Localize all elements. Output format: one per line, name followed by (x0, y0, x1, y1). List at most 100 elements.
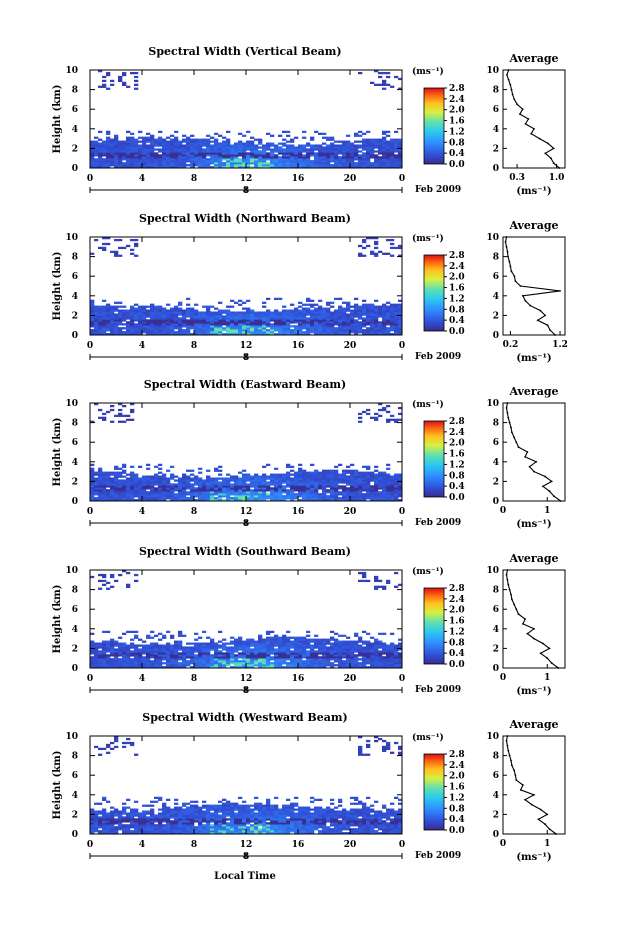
heatmap-cell (394, 644, 399, 647)
heatmap-cell (338, 319, 343, 322)
heatmap-cell (238, 158, 243, 161)
heatmap-cell (166, 303, 171, 306)
profile-frame (502, 236, 566, 336)
heatmap-cell (166, 162, 171, 165)
heatmap-cell (346, 493, 351, 496)
heatmap-cell (382, 652, 387, 655)
heatmap-cell (366, 489, 371, 492)
heatmap-cell (302, 666, 307, 669)
heatmap-cell (370, 650, 375, 653)
heatmap-cell (250, 162, 255, 165)
heatmap-cell (194, 483, 199, 486)
heatmap-cell (134, 319, 139, 322)
heatmap-cell (146, 144, 151, 147)
heatmap-cell (274, 638, 279, 641)
heatmap-cell (270, 638, 275, 641)
heatmap-cell (142, 148, 147, 151)
heatmap-cell (118, 77, 123, 81)
heatmap-cell (158, 333, 163, 336)
heatmap-cell (254, 150, 259, 153)
heatmap-cell (150, 317, 155, 320)
heatmap-cell (314, 160, 319, 163)
profile-point (550, 480, 553, 483)
heatmap-cell (182, 313, 187, 316)
heatmap-cell (354, 148, 359, 151)
heatmap-cell (138, 150, 143, 153)
heatmap-cell (134, 485, 139, 488)
heatmap-cell (246, 325, 251, 328)
heatmap-cell (178, 148, 183, 151)
heatmap-cell (350, 642, 355, 645)
heatmap-cell (346, 479, 351, 482)
heatmap-cell (286, 148, 291, 151)
heatmap-cell (258, 640, 263, 643)
heatmap-cell (114, 254, 119, 257)
heatmap-cell (134, 481, 139, 484)
heatmap-cell (362, 495, 367, 498)
profile-title: Average (508, 52, 558, 65)
heatmap-cell (202, 642, 207, 645)
x-tick-label: 0 (87, 174, 93, 184)
heatmap-cell (122, 493, 127, 496)
heatmap-cell (134, 144, 139, 147)
heatmap-cell (98, 331, 103, 334)
heatmap-cell (378, 140, 383, 143)
colorbar-tick-label: 2.4 (449, 95, 465, 105)
heatmap-cell (294, 150, 299, 153)
heatmap-cell (154, 309, 159, 312)
heatmap-cell (398, 305, 403, 308)
heatmap-cell (258, 650, 263, 653)
heatmap-cell (158, 656, 163, 659)
heatmap-cell (182, 487, 187, 490)
heatmap-cell (174, 497, 179, 500)
heatmap-cell (346, 150, 351, 153)
heatmap-cell (310, 644, 315, 647)
heatmap-cell (90, 467, 95, 470)
heatmap-cell (390, 656, 395, 659)
heatmap-cell (274, 158, 279, 161)
heatmap-cell (198, 664, 203, 667)
heatmap-cell (258, 311, 263, 314)
heatmap-cell (370, 648, 375, 651)
heatmap-cell (126, 477, 131, 480)
heatmap-cell (338, 325, 343, 328)
heatmap-cell (158, 650, 163, 653)
heatmap-cell (294, 646, 299, 649)
heatmap-cell (354, 497, 359, 500)
heatmap-cell (106, 642, 111, 645)
profile-y-tick-label: 0 (493, 331, 499, 341)
heatmap-cell (250, 652, 255, 655)
heatmap-cell (246, 491, 251, 494)
heatmap-cell (238, 652, 243, 655)
heatmap-cell (138, 136, 143, 139)
heatmap-cell (130, 660, 135, 663)
heatmap-cell (138, 465, 143, 468)
heatmap-cell (298, 644, 303, 647)
heatmap-cell (346, 664, 351, 667)
heatmap-cell (190, 646, 195, 649)
heatmap-cell (390, 487, 395, 490)
heatmap-cell (326, 479, 331, 482)
y-axis-label: Height (km) (52, 85, 63, 154)
heatmap-cell (266, 132, 271, 135)
heatmap-cell (302, 479, 307, 482)
heatmap-cell (378, 660, 383, 663)
heatmap-cell (254, 656, 259, 659)
heatmap-cell (298, 495, 303, 498)
heatmap-cell (178, 160, 183, 163)
heatmap-cell (182, 497, 187, 500)
heatmap-cell (314, 329, 319, 332)
heatmap-cell (138, 164, 143, 167)
heatmap-cell (230, 325, 235, 328)
heatmap-cell (282, 640, 287, 643)
heatmap-cell (150, 142, 155, 145)
heatmap-cell (342, 495, 347, 498)
heatmap-cell (294, 664, 299, 667)
heatmap-cell (182, 166, 187, 169)
heatmap-cell (114, 250, 119, 253)
heatmap-cell (390, 485, 395, 488)
heatmap-cell (102, 499, 107, 502)
heatmap-cell (362, 156, 367, 159)
heatmap-cell (314, 471, 319, 474)
heatmap-cell (330, 662, 335, 665)
